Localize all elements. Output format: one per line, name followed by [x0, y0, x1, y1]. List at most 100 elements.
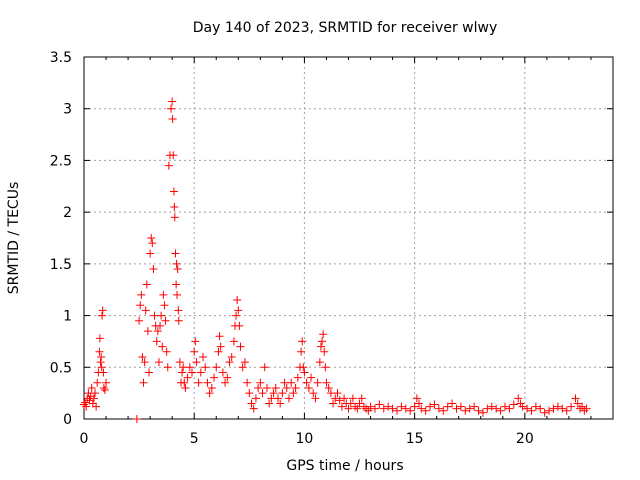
data-point	[531, 402, 540, 411]
data-point	[392, 406, 401, 415]
data-point	[173, 290, 182, 299]
data-point	[173, 265, 182, 274]
data-point	[309, 389, 318, 398]
data-point	[235, 321, 244, 330]
data-point	[137, 290, 146, 299]
data-point	[337, 402, 346, 411]
data-point	[233, 296, 242, 305]
data-point	[183, 373, 192, 382]
data-point	[273, 394, 282, 403]
data-point	[379, 404, 388, 413]
data-point	[95, 334, 104, 343]
data-point	[89, 394, 98, 403]
data-point	[254, 383, 263, 392]
data-point	[199, 352, 208, 361]
data-point	[247, 399, 256, 408]
data-point	[320, 347, 329, 356]
data-point	[172, 259, 181, 268]
data-point	[192, 358, 201, 367]
data-point	[287, 378, 296, 387]
data-point	[509, 400, 518, 409]
x-tick-label: 0	[80, 431, 89, 447]
data-point	[99, 383, 108, 392]
data-point	[578, 402, 587, 411]
data-point	[251, 394, 260, 403]
data-point	[163, 363, 172, 372]
y-tick-label: 3	[63, 102, 72, 118]
data-point	[145, 368, 154, 377]
data-point	[136, 301, 145, 310]
data-point	[158, 342, 167, 351]
data-point	[154, 358, 163, 367]
data-point	[536, 404, 545, 413]
data-point	[262, 383, 271, 392]
data-point	[269, 389, 278, 398]
data-point	[474, 406, 483, 415]
data-point	[160, 301, 169, 310]
data-point	[191, 337, 200, 346]
x-tick-label: 5	[190, 431, 199, 447]
data-point	[102, 378, 111, 387]
data-point	[168, 97, 177, 106]
data-point	[478, 408, 487, 417]
data-point	[168, 115, 177, 124]
data-point	[284, 394, 293, 403]
data-point	[487, 402, 496, 411]
data-point	[500, 402, 509, 411]
x-axis: 0 5 10 15 20	[80, 57, 592, 447]
data-point	[567, 402, 576, 411]
x-axis-label: GPS time / hours	[286, 458, 403, 474]
y-tick-label: 2.5	[50, 153, 72, 169]
data-point	[291, 383, 300, 392]
data-point	[181, 383, 190, 392]
data-point	[315, 358, 324, 367]
data-point	[388, 404, 397, 413]
data-point	[169, 151, 178, 160]
data-point	[218, 368, 227, 377]
data-point	[171, 249, 180, 258]
data-point	[243, 378, 252, 387]
data-point	[401, 404, 410, 413]
data-point	[146, 249, 155, 258]
data-point	[240, 358, 249, 367]
data-point	[190, 347, 199, 356]
data-point	[148, 239, 157, 248]
data-point	[452, 404, 461, 413]
data-point	[132, 415, 141, 423]
data-point	[162, 347, 171, 356]
data-point	[406, 406, 415, 415]
data-point	[353, 404, 362, 413]
data-point	[147, 234, 156, 242]
data-point	[175, 358, 184, 367]
data-point	[324, 383, 333, 392]
data-point	[582, 404, 591, 413]
data-point	[300, 368, 309, 377]
data-point	[333, 389, 342, 398]
data-point	[86, 392, 95, 401]
data-point	[196, 368, 205, 377]
data-point	[99, 368, 108, 377]
data-point	[527, 406, 536, 415]
data-point	[282, 383, 291, 392]
data-point	[357, 394, 366, 403]
data-point	[415, 399, 424, 408]
data-point	[289, 389, 298, 398]
data-point	[157, 311, 166, 320]
data-point	[172, 280, 181, 289]
data-point	[370, 404, 379, 413]
y-tick-label: 0	[63, 412, 72, 428]
data-point	[140, 358, 149, 367]
data-point	[448, 399, 457, 408]
data-point	[426, 402, 435, 411]
data-points	[80, 97, 591, 423]
data-point	[335, 396, 344, 405]
data-point	[245, 389, 254, 398]
data-point	[167, 104, 176, 113]
y-axis-label: SRMTID / TECUs	[6, 182, 22, 295]
data-point	[329, 399, 338, 408]
y-tick-label: 3.5	[50, 50, 72, 66]
data-point	[210, 373, 219, 382]
data-point	[439, 406, 448, 415]
data-point	[142, 280, 151, 289]
data-point	[492, 404, 501, 413]
